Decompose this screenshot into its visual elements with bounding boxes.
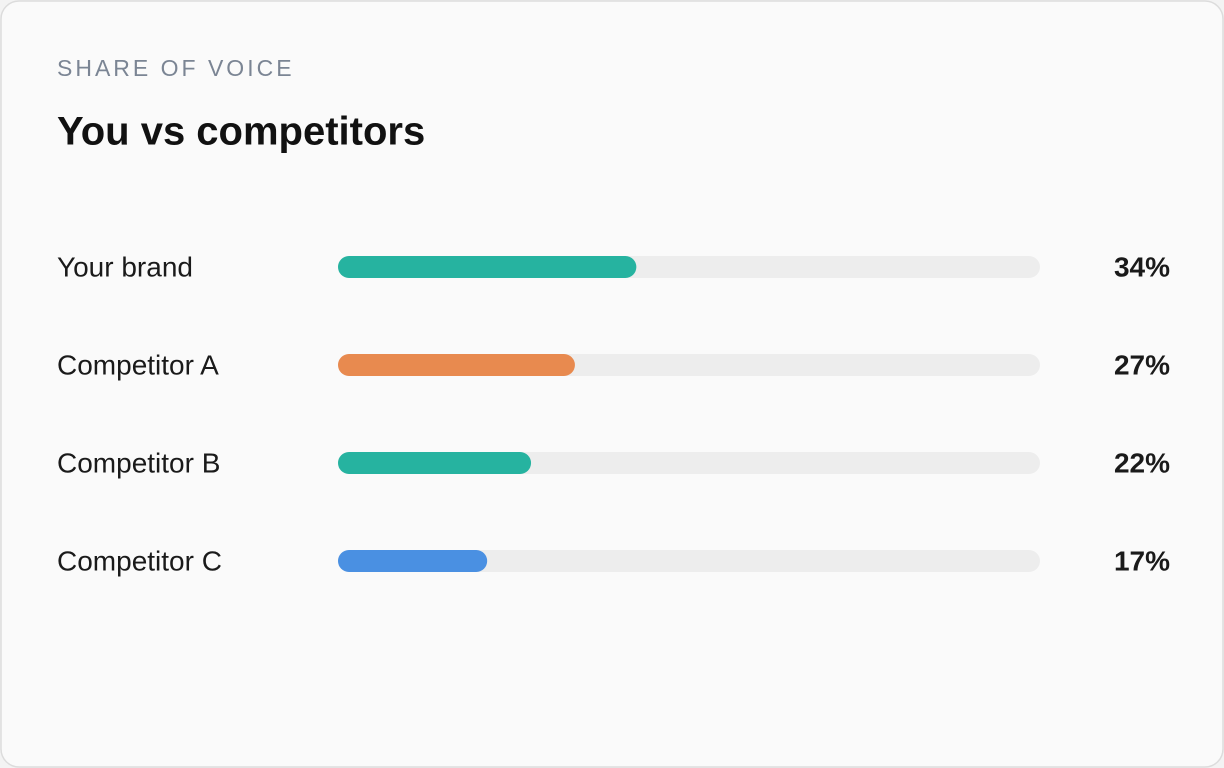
value-label: 34% (1114, 251, 1170, 282)
bar (338, 550, 488, 572)
bar-label: Your brand (57, 251, 193, 282)
card-eyebrow: SHARE OF VOICE (57, 55, 295, 81)
value-label: 27% (1114, 349, 1170, 380)
bar (338, 354, 575, 376)
card-title: You vs competitors (57, 110, 425, 154)
bar-label: Competitor B (57, 447, 220, 478)
bar-label: Competitor C (57, 545, 222, 576)
bar (338, 256, 637, 278)
bar-track (338, 550, 1040, 572)
bar (338, 452, 532, 474)
bar-label: Competitor A (57, 349, 219, 380)
value-label: 17% (1114, 545, 1170, 576)
value-label: 22% (1114, 447, 1170, 478)
